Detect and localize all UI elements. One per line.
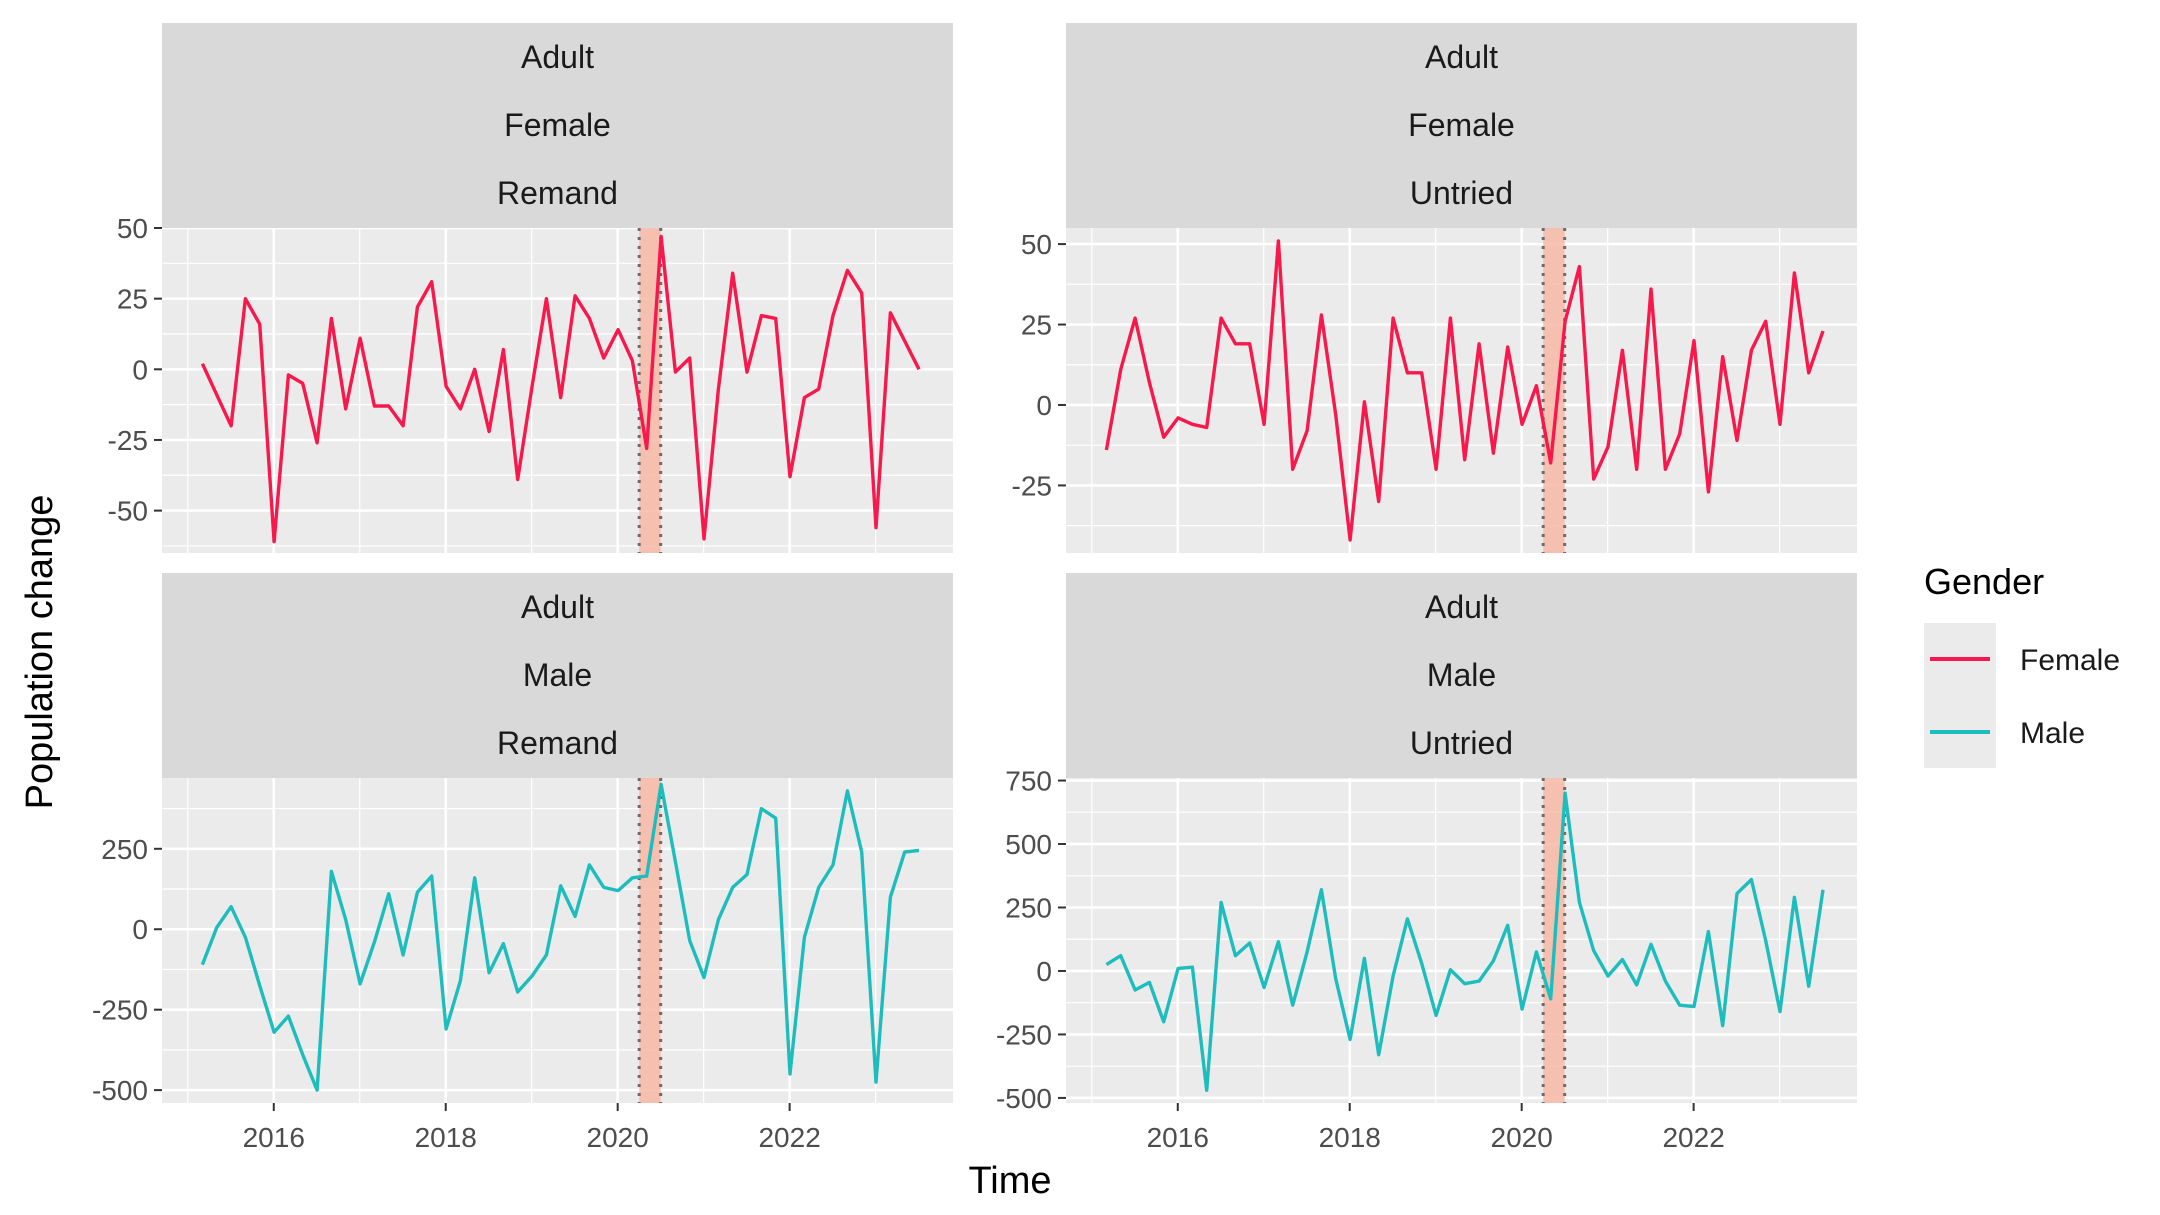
facet-strip (1066, 23, 1857, 228)
y-tick-label: 0 (132, 354, 148, 385)
strip-label: Untried (1410, 175, 1513, 211)
y-tick-label: -50 (108, 496, 148, 527)
strip-label: Untried (1410, 725, 1513, 761)
facet-panels: AdultFemaleRemand-50-2502550AdultFemaleU… (92, 23, 1857, 1153)
y-tick-label: 50 (117, 213, 148, 244)
legend-label-male: Male (2020, 717, 2085, 750)
x-tick-label: 2020 (1491, 1122, 1553, 1153)
x-tick-label: 2016 (1147, 1122, 1209, 1153)
panel-background (162, 778, 953, 1103)
y-tick-label: -25 (1012, 470, 1052, 501)
y-axis-title: Population change (19, 495, 61, 810)
panel-plot-area (162, 778, 953, 1103)
series-line-male (200, 782, 920, 1092)
facet-strip (162, 23, 953, 228)
facet-strip (162, 573, 953, 778)
y-tick-label: 25 (117, 284, 148, 315)
strip-label: Remand (497, 725, 618, 761)
x-tick-label: 2016 (243, 1122, 305, 1153)
strip-label: Female (1408, 107, 1515, 143)
facet-panel: Adult Male Remand -500 -250 0 250 2016 2018 2020 2… (92, 573, 953, 1153)
y-tick-label: -500 (92, 1075, 148, 1106)
panel-plot-area (162, 228, 953, 553)
y-tick-label: 250 (1005, 892, 1052, 923)
legend: Gender Female Male (1924, 561, 2120, 768)
strip-label: Male (523, 657, 592, 693)
y-tick-label: -250 (92, 995, 148, 1026)
y-tick-label: 0 (132, 914, 148, 945)
facet-panel: Adult Female Untried -25 0 25 50 (1012, 23, 1857, 553)
x-tick-label: 2020 (587, 1122, 649, 1153)
y-tick-label: 25 (1021, 310, 1052, 341)
y-tick-label: -250 (996, 1019, 1052, 1050)
y-tick-label: 0 (1036, 956, 1052, 987)
facet-panel: Adult Male Untried -500 -250 0 250 500 750 2016 20… (996, 573, 1857, 1153)
y-tick-label: 500 (1005, 829, 1052, 860)
facet-panel: Adult Female Remand -50 -25 0 25 50 (108, 23, 953, 553)
x-axis-title: Time (968, 1160, 1051, 1202)
x-tick-label: 2018 (415, 1122, 477, 1153)
strip-label: Adult (1425, 39, 1498, 75)
strip-label: Adult (521, 39, 594, 75)
strip-label: Male (1427, 657, 1496, 693)
strip-label: Female (504, 107, 611, 143)
strip-label: Remand (497, 175, 618, 211)
x-tick-label: 2022 (1662, 1122, 1724, 1153)
legend-title: Gender (1924, 561, 2044, 602)
y-tick-label: 50 (1021, 229, 1052, 260)
panel-background (1066, 228, 1857, 553)
y-tick-label: -500 (996, 1083, 1052, 1114)
strip-label: Adult (521, 589, 594, 625)
highlight-band (639, 778, 661, 1103)
legend-key-background (1924, 623, 1996, 768)
legend-label-female: Female (2020, 644, 2120, 677)
facet-strip (1066, 573, 1857, 778)
panel-background (162, 228, 953, 553)
panel-background (1066, 778, 1857, 1103)
strip-label: Adult (1425, 589, 1498, 625)
x-tick-label: 2022 (758, 1122, 820, 1153)
highlight-band (1543, 228, 1565, 553)
series-line-female (200, 234, 921, 544)
y-tick-label: 250 (101, 834, 148, 865)
x-tick-label: 2018 (1319, 1122, 1381, 1153)
y-tick-label: 750 (1005, 766, 1052, 797)
panel-plot-area (1066, 228, 1857, 553)
series-line-male (1105, 791, 1825, 1093)
y-tick-label: 0 (1036, 390, 1052, 421)
panel-plot-area (1066, 778, 1857, 1103)
series-line-female (1104, 239, 1825, 542)
y-tick-label: -25 (108, 425, 148, 456)
